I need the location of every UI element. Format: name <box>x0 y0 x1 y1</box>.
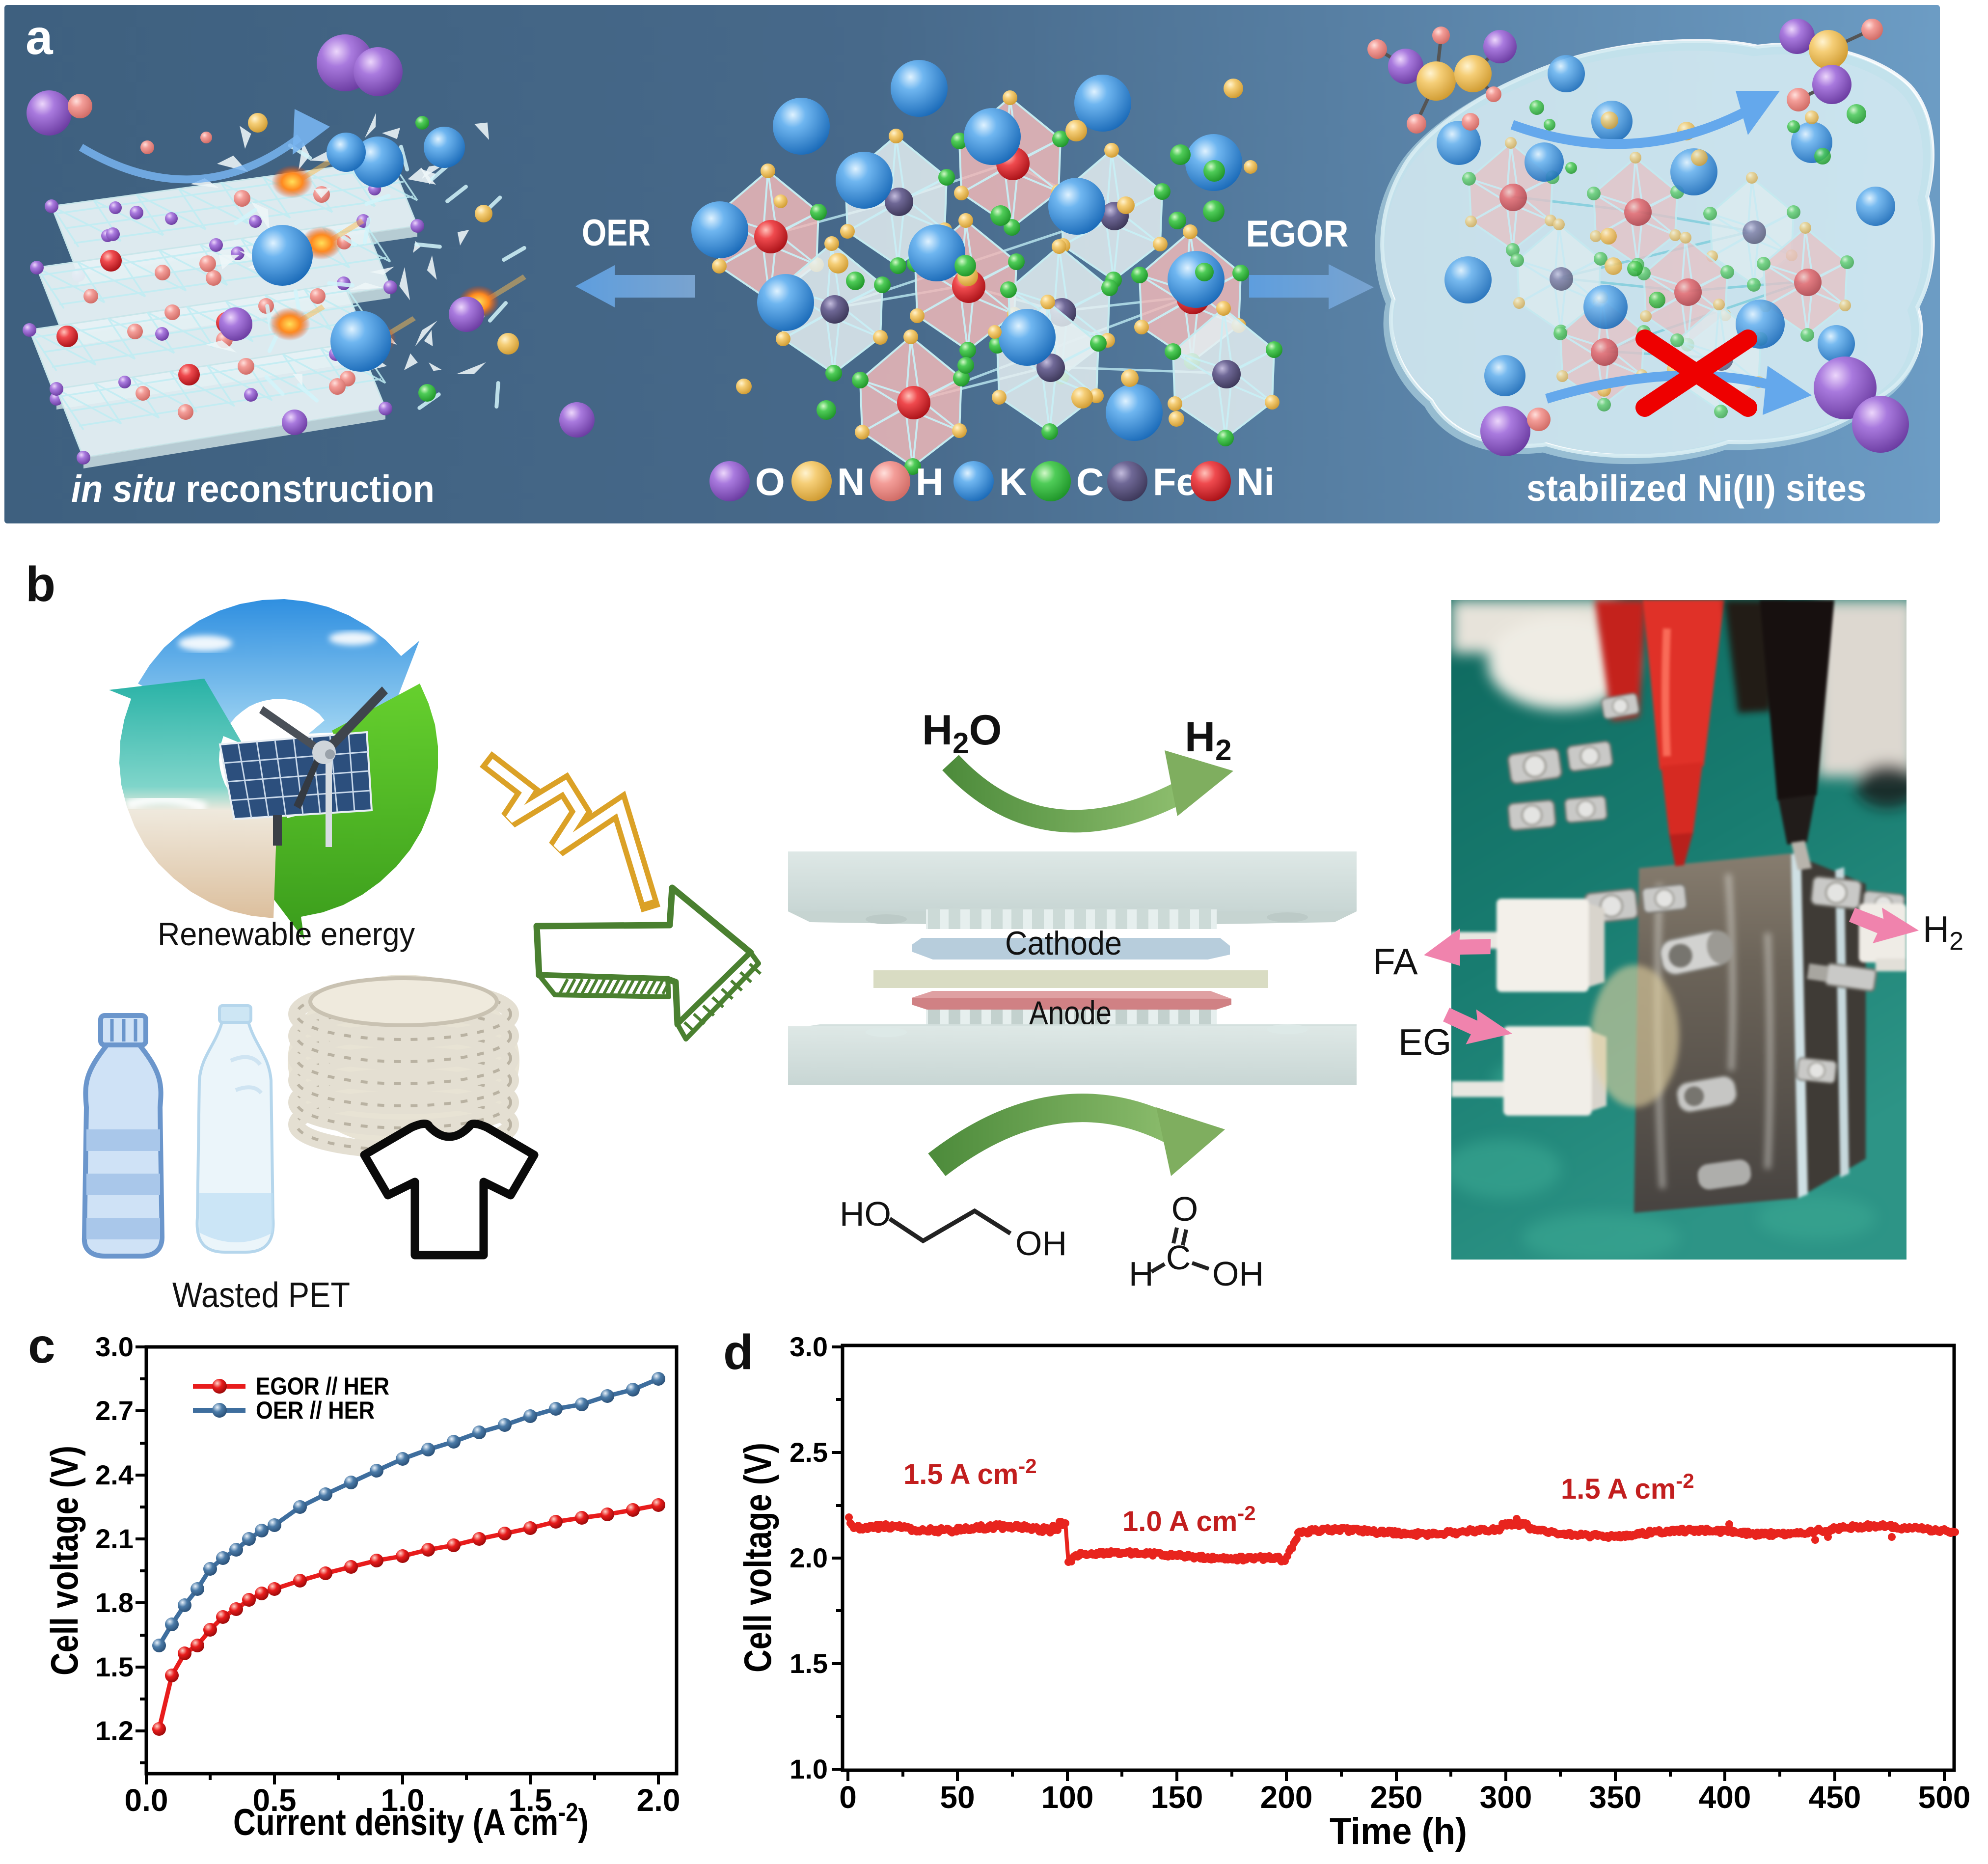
svg-text:Ni: Ni <box>1236 460 1275 503</box>
svg-text:Fe: Fe <box>1153 460 1198 503</box>
svg-text:450: 450 <box>1809 1780 1861 1815</box>
svg-text:50: 50 <box>940 1780 975 1815</box>
svg-text:EG: EG <box>1398 1021 1451 1063</box>
svg-text:1.5: 1.5 <box>790 1648 828 1679</box>
svg-text:1.5: 1.5 <box>509 1782 552 1818</box>
svg-text:3.0: 3.0 <box>790 1331 828 1362</box>
svg-text:300: 300 <box>1480 1780 1532 1815</box>
svg-text:0: 0 <box>839 1780 857 1815</box>
svg-text:Current density (A cm-2): Current density (A cm-2) <box>233 1797 589 1843</box>
svg-text:in situ reconstruction: in situ reconstruction <box>71 468 435 510</box>
svg-text:stabilized Ni(II) sites: stabilized Ni(II) sites <box>1526 467 1866 509</box>
svg-text:O: O <box>755 460 785 503</box>
svg-text:100: 100 <box>1041 1780 1094 1815</box>
svg-text:500: 500 <box>1918 1780 1971 1815</box>
svg-text:1.5 A cm-2: 1.5 A cm-2 <box>1561 1469 1694 1505</box>
svg-text:K: K <box>999 460 1027 503</box>
svg-text:H2O: H2O <box>922 707 1002 760</box>
svg-text:EGOR: EGOR <box>1246 213 1349 255</box>
svg-text:Renewable energy: Renewable energy <box>158 916 415 952</box>
svg-text:1.0: 1.0 <box>381 1782 425 1818</box>
svg-text:H2: H2 <box>1923 908 1963 956</box>
svg-text:0.5: 0.5 <box>253 1782 297 1818</box>
svg-text:1.5: 1.5 <box>95 1651 134 1682</box>
svg-text:a: a <box>26 10 54 65</box>
svg-text:OER // HER: OER // HER <box>256 1397 375 1424</box>
svg-text:1.0: 1.0 <box>790 1754 828 1784</box>
svg-text:N: N <box>837 460 865 503</box>
svg-text:Cell voltage (V): Cell voltage (V) <box>736 1443 779 1672</box>
svg-text:2.5: 2.5 <box>790 1437 828 1468</box>
svg-text:1.2: 1.2 <box>95 1715 134 1746</box>
svg-text:2.1: 2.1 <box>95 1523 134 1554</box>
svg-text:C: C <box>1166 1238 1191 1277</box>
svg-text:350: 350 <box>1589 1780 1642 1815</box>
svg-text:C: C <box>1076 460 1104 503</box>
svg-text:c: c <box>28 1326 55 1373</box>
svg-text:EGOR // HER: EGOR // HER <box>256 1372 389 1400</box>
svg-text:OH: OH <box>1212 1255 1264 1293</box>
svg-text:1.5 A cm-2: 1.5 A cm-2 <box>903 1454 1037 1490</box>
svg-text:250: 250 <box>1370 1780 1423 1815</box>
svg-text:Cathode: Cathode <box>1005 925 1122 962</box>
svg-text:O: O <box>1171 1190 1198 1228</box>
svg-text:150: 150 <box>1151 1780 1203 1815</box>
svg-text:b: b <box>26 557 55 612</box>
svg-text:1.8: 1.8 <box>95 1587 134 1618</box>
svg-text:1.0 A cm-2: 1.0 A cm-2 <box>1122 1502 1256 1537</box>
svg-text:OER: OER <box>582 212 651 254</box>
svg-text:2.4: 2.4 <box>95 1459 134 1490</box>
svg-text:400: 400 <box>1699 1780 1751 1815</box>
svg-text:2.0: 2.0 <box>790 1542 828 1573</box>
svg-text:Time (h): Time (h) <box>1330 1810 1467 1852</box>
svg-text:Cell voltage (V): Cell voltage (V) <box>43 1446 86 1675</box>
svg-text:200: 200 <box>1260 1780 1313 1815</box>
svg-text:3.0: 3.0 <box>95 1331 134 1362</box>
svg-text:2.0: 2.0 <box>637 1782 681 1818</box>
svg-text:FA: FA <box>1373 941 1418 982</box>
svg-text:0.0: 0.0 <box>125 1782 168 1818</box>
svg-text:d: d <box>723 1326 753 1380</box>
svg-text:OH: OH <box>1015 1224 1067 1262</box>
svg-text:H: H <box>1129 1255 1154 1293</box>
svg-text:2.7: 2.7 <box>95 1395 134 1426</box>
svg-text:H: H <box>916 460 943 503</box>
svg-text:Wasted PET: Wasted PET <box>172 1276 350 1315</box>
svg-text:HO: HO <box>840 1195 891 1233</box>
